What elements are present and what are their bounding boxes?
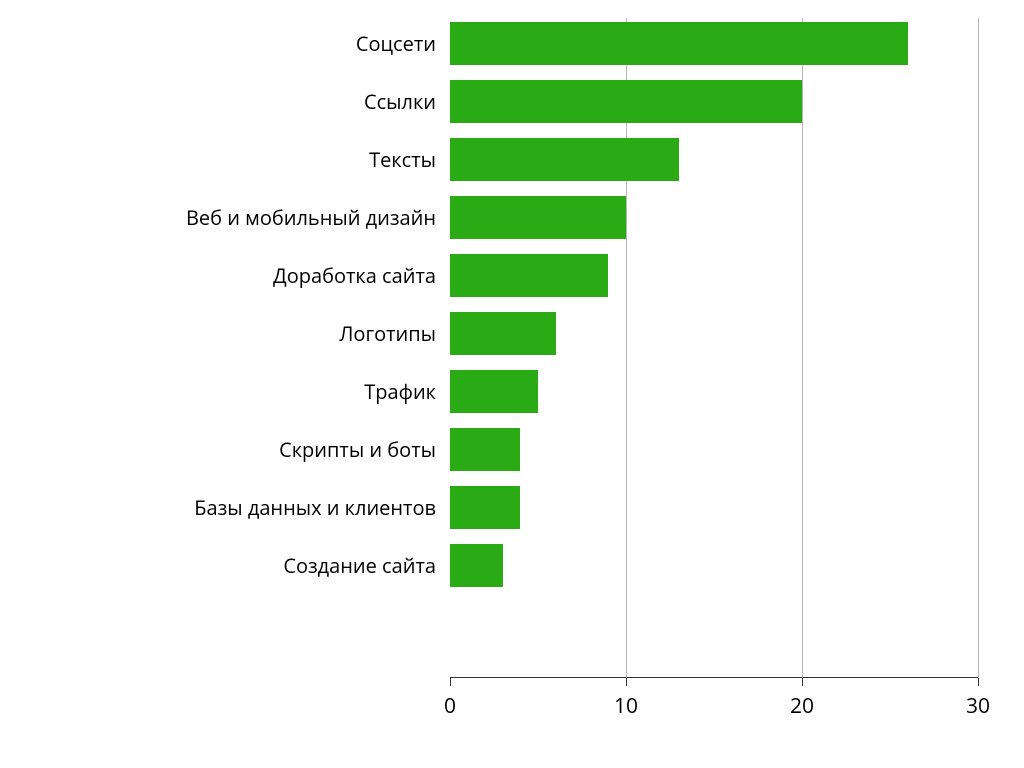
x-tick xyxy=(626,678,627,686)
y-axis-label: Веб и мобильный дизайн xyxy=(186,204,436,231)
y-axis-label: Базы данных и клиентов xyxy=(194,494,436,521)
y-axis-label: Скрипты и боты xyxy=(279,436,436,463)
bar xyxy=(450,22,908,65)
bar xyxy=(450,544,503,587)
bar xyxy=(450,254,608,297)
x-tick-label: 10 xyxy=(614,692,638,720)
y-axis-label: Трафик xyxy=(364,378,436,405)
chart-container: 0 10 20 30 Соцсети Ссылки Тексты Веб и мобильны… xyxy=(0,0,1024,768)
bar xyxy=(450,196,626,239)
bar xyxy=(450,486,520,529)
plot-area xyxy=(450,18,978,678)
x-axis-baseline xyxy=(450,677,978,678)
y-axis-label: Ссылки xyxy=(364,88,436,115)
gridline xyxy=(978,18,979,678)
x-tick xyxy=(978,678,979,686)
y-axis-label: Доработка сайта xyxy=(273,262,436,289)
y-axis-label: Соцсети xyxy=(356,30,436,57)
y-axis-label: Создание сайта xyxy=(283,552,436,579)
x-tick-label: 30 xyxy=(966,692,990,720)
bar xyxy=(450,80,802,123)
gridline xyxy=(802,18,803,678)
bar xyxy=(450,370,538,413)
x-tick-label: 0 xyxy=(444,692,456,720)
x-tick-label: 20 xyxy=(790,692,814,720)
x-tick xyxy=(450,678,451,686)
bar xyxy=(450,428,520,471)
y-axis-label: Логотипы xyxy=(339,320,436,347)
bar xyxy=(450,312,556,355)
bar xyxy=(450,138,679,181)
y-axis-label: Тексты xyxy=(369,146,436,173)
x-tick xyxy=(802,678,803,686)
